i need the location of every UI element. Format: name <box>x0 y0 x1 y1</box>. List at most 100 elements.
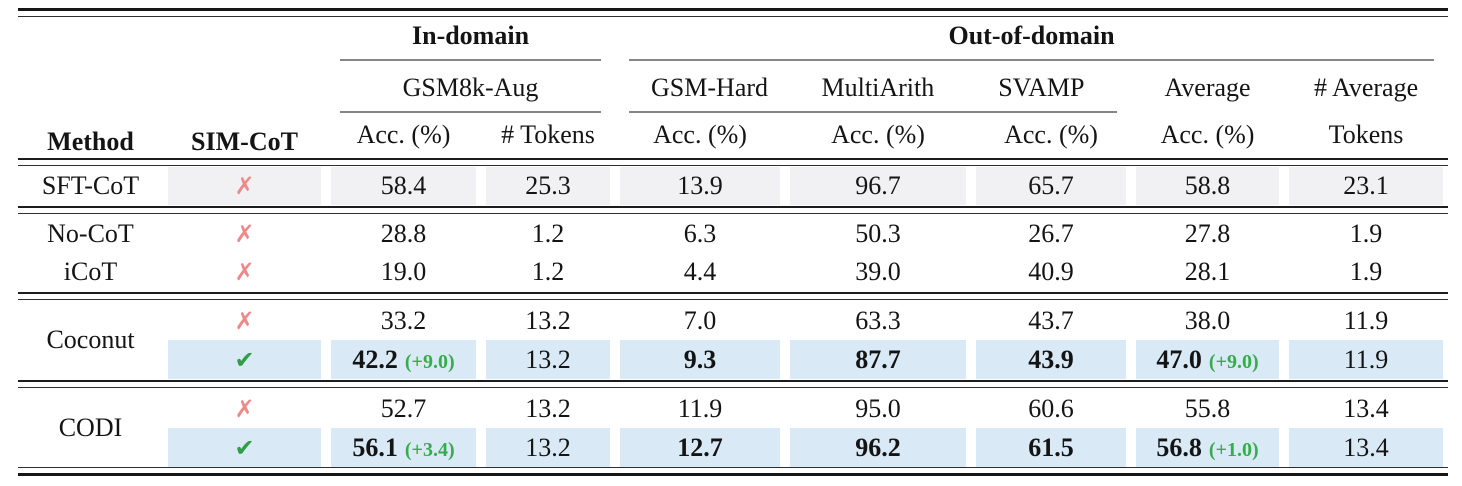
header-metric-row: Acc. (%) # Tokens Acc. (%) Acc. (%) Acc.… <box>18 113 1448 157</box>
subheader-svamp-acc: Acc. (%) <box>1004 120 1098 149</box>
cell-gsm8k-acc: 28.8 <box>380 219 427 248</box>
cell-gsm8k-tokens: 13.2 <box>481 340 615 379</box>
cell-gsm8k-tokens: 1.2 <box>531 219 565 248</box>
subheader-gsm-hard-acc: Acc. (%) <box>653 120 747 149</box>
cell-svamp-acc: 43.9 <box>971 340 1131 379</box>
cell-average-acc: 38.0 <box>1184 305 1231 335</box>
cell-gsm8k-tokens: 13.2 <box>525 305 571 335</box>
cell-average-acc: 55.8 <box>1184 393 1231 423</box>
check-icon: ✔ <box>234 345 255 374</box>
cell-average-tokens: 1.9 <box>1349 257 1383 286</box>
header-gsm8k-aug: GSM8k-Aug <box>326 61 615 113</box>
cell-average-tokens: 1.9 <box>1349 219 1383 248</box>
cross-icon: ✗ <box>234 220 255 248</box>
cell-svamp-acc: 26.7 <box>1028 219 1074 248</box>
cell-gsm8k-acc: 42.2 (+9.0) <box>326 340 481 379</box>
cell-svamp-acc: 43.7 <box>1028 305 1074 335</box>
header-gsm-hard: GSM-Hard <box>651 73 769 102</box>
cell-multiarith-acc: 39.0 <box>855 257 901 286</box>
method-cell: SFT-CoT <box>41 171 140 200</box>
table-row-icot: iCoT ✗ 19.0 1.2 4.4 39.0 40.9 28.1 1.9 <box>18 253 1448 291</box>
subheader-multiarith-acc: Acc. (%) <box>831 120 925 149</box>
cell-gsm-hard-acc: 6.3 <box>683 219 717 248</box>
cell-multiarith-acc: 96.2 <box>785 428 971 467</box>
cell-gsm-hard-acc: 12.7 <box>615 428 785 467</box>
group-out-of-domain-label: Out-of-domain <box>629 21 1435 61</box>
cell-svamp-acc: 40.9 <box>1028 257 1074 286</box>
cell-gsm8k-acc: 56.1 (+3.4) <box>326 428 481 467</box>
delta-badge: (+9.0) <box>404 350 455 373</box>
table-top-rule <box>18 8 1448 17</box>
cross-icon: ✗ <box>234 172 255 200</box>
method-cell: No-CoT <box>47 219 134 248</box>
method-cell: iCoT <box>63 257 118 286</box>
header-ood-datasets: GSM-Hard MultiArith SVAMP <box>615 61 1131 113</box>
cell-average-acc: 28.1 <box>1184 257 1231 286</box>
delta-badge: (+9.0) <box>1208 350 1259 373</box>
cell-gsm8k-tokens: 13.2 <box>481 428 615 467</box>
group-in-domain: In-domain <box>326 17 615 61</box>
cell-gsm8k-tokens: 13.2 <box>525 393 571 423</box>
header-dataset-row: GSM8k-Aug GSM-Hard MultiArith SVAMP Aver… <box>18 61 1448 113</box>
sim-cot-column-header: SIM-CoT <box>191 127 298 156</box>
table-row-no-cot: No-CoT ✗ 28.8 1.2 6.3 50.3 26.7 27.8 1.9 <box>18 215 1448 253</box>
table-row-codi-simcot: ✔ 56.1 (+3.4) 13.2 12.7 96.2 61.5 56.8 (+1… <box>18 428 1448 467</box>
cell-average-acc: 47.0 (+9.0) <box>1131 340 1284 379</box>
cell-average-tokens: 13.4 <box>1284 428 1448 467</box>
group-in-domain-label: In-domain <box>340 21 602 61</box>
cell-gsm-hard-acc: 13.9 <box>615 167 785 205</box>
section-divider <box>18 157 1449 167</box>
cross-icon: ✗ <box>234 394 255 423</box>
subheader-gsm8k-acc: Acc. (%) <box>356 120 451 149</box>
delta-badge: (+3.4) <box>404 438 455 461</box>
cell-multiarith-acc: 96.7 <box>785 167 971 205</box>
cell-gsm8k-tokens: 25.3 <box>481 167 615 205</box>
header-group-row: Method SIM-CoT In-domain Out-of-domain <box>18 17 1448 156</box>
cell-average-tokens: 23.1 <box>1284 167 1448 205</box>
section-divider <box>18 379 1449 389</box>
cross-icon: ✗ <box>234 306 255 335</box>
cell-gsm-hard-acc: 4.4 <box>683 257 717 286</box>
header-gsm8k-aug-label: GSM8k-Aug <box>340 73 602 113</box>
cell-average-acc: 56.8 (+1.0) <box>1131 428 1284 467</box>
header-svamp: SVAMP <box>998 73 1085 102</box>
cell-average-tokens: 13.4 <box>1343 393 1389 423</box>
cell-average-acc: 58.8 <box>1131 167 1284 205</box>
delta-badge: (+1.0) <box>1208 438 1259 461</box>
cell-gsm8k-acc: 33.2 <box>380 305 427 335</box>
results-table: Method SIM-CoT In-domain Out-of-domain G… <box>18 17 1449 467</box>
cell-average-tokens: 11.9 <box>1284 340 1448 379</box>
subheader-gsm8k-tokens: # Tokens <box>501 120 595 149</box>
cell-gsm8k-acc: 58.4 <box>326 167 481 205</box>
cell-svamp-acc: 65.7 <box>971 167 1131 205</box>
cell-multiarith-acc: 63.3 <box>855 305 901 335</box>
cell-multiarith-acc: 87.7 <box>785 340 971 379</box>
cell-gsm8k-acc: 19.0 <box>380 257 427 286</box>
cell-svamp-acc: 60.6 <box>1028 393 1074 423</box>
header-multiarith: MultiArith <box>821 73 935 102</box>
table-row-coconut-simcot: ✔ 42.2 (+9.0) 13.2 9.3 87.7 43.9 47.0 (+9.… <box>18 340 1448 379</box>
cell-gsm8k-tokens: 1.2 <box>531 257 565 286</box>
cell-average-tokens: 11.9 <box>1343 305 1389 335</box>
header-avg-tokens-top: # Average <box>1313 73 1419 102</box>
section-divider <box>18 205 1449 215</box>
group-out-of-domain: Out-of-domain <box>615 17 1448 61</box>
method-column-header: Method <box>47 127 134 156</box>
cell-multiarith-acc: 50.3 <box>855 219 901 248</box>
results-table-container: Method SIM-CoT In-domain Out-of-domain G… <box>18 8 1449 476</box>
section-divider <box>18 291 1449 301</box>
header-average: Average <box>1164 73 1251 102</box>
check-icon: ✔ <box>234 433 255 462</box>
table-row-coconut-base: Coconut ✗ 33.2 13.2 7.0 63.3 43.7 38.0 1… <box>18 301 1448 355</box>
cell-gsm-hard-acc: 7.0 <box>683 305 717 335</box>
cell-gsm-hard-acc: 11.9 <box>677 393 723 423</box>
method-cell: CODI <box>58 413 123 442</box>
cross-icon: ✗ <box>234 258 255 286</box>
cell-multiarith-acc: 95.0 <box>855 393 901 423</box>
cell-average-acc: 27.8 <box>1184 219 1231 248</box>
cell-gsm8k-acc: 52.7 <box>380 393 427 423</box>
table-row-sft-cot: SFT-CoT ✗ 58.4 25.3 13.9 96.7 65.7 58.8 … <box>18 167 1448 205</box>
method-cell: Coconut <box>46 325 135 354</box>
cell-gsm-hard-acc: 9.3 <box>615 340 785 379</box>
table-bottom-rule <box>18 467 1448 476</box>
